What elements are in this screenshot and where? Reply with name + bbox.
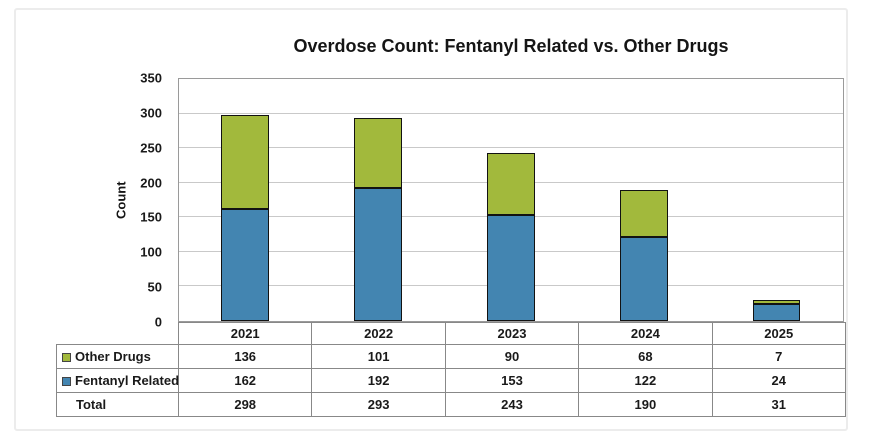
bar-segment-other-drugs-2023 bbox=[487, 153, 535, 216]
gridline bbox=[179, 147, 843, 149]
category-label: 2022 bbox=[311, 322, 446, 345]
bar-segment-other-drugs-2024 bbox=[619, 189, 668, 237]
plot-area bbox=[178, 78, 844, 322]
legend-key-fentanyl bbox=[62, 377, 71, 386]
y-tick-label: 300 bbox=[140, 105, 162, 121]
bar-segment-fentanyl-related-2024 bbox=[619, 236, 668, 321]
table-header-row: 2021 2022 2023 2024 2025 bbox=[57, 322, 846, 345]
y-tick-label: 350 bbox=[140, 70, 162, 86]
table-cell: 7 bbox=[711, 344, 846, 369]
y-tick-label: 0 bbox=[154, 314, 162, 330]
table-row-total: Total 298 293 243 190 31 bbox=[56, 392, 846, 417]
y-axis-labels: 0 50 100 150 200 250 300 350 bbox=[116, 72, 170, 329]
table-cell: 190 bbox=[578, 392, 713, 417]
legend-item-fentanyl-related: Fentanyl Related bbox=[56, 368, 180, 393]
table-corner-cell bbox=[57, 323, 179, 345]
table-cell: 122 bbox=[578, 368, 713, 393]
table-cell: 153 bbox=[444, 368, 580, 393]
bar-segment-fentanyl-related-2023 bbox=[487, 215, 535, 321]
category-label: 2021 bbox=[177, 322, 313, 345]
table-cell: 90 bbox=[444, 344, 580, 369]
bar-segment-fentanyl-related-2025 bbox=[752, 304, 801, 321]
y-tick-label: 250 bbox=[140, 140, 162, 156]
data-table: 2021 2022 2023 2024 2025 Other Drugs 136… bbox=[56, 322, 846, 417]
bar-segment-other-drugs-2025 bbox=[752, 299, 801, 305]
table-cell: 101 bbox=[311, 344, 446, 369]
y-tick-label: 150 bbox=[140, 209, 162, 225]
chart-frame: Overdose Count: Fentanyl Related vs. Oth… bbox=[14, 8, 848, 431]
table-cell: 192 bbox=[311, 368, 446, 393]
y-tick-label: 100 bbox=[140, 244, 162, 260]
series-label: Fentanyl Related bbox=[75, 373, 180, 388]
bar-segment-other-drugs-2022 bbox=[354, 118, 403, 189]
category-label: 2025 bbox=[711, 322, 846, 345]
bar-segment-other-drugs-2021 bbox=[221, 114, 270, 209]
table-row-other-drugs: Other Drugs 136 101 90 68 7 bbox=[56, 344, 846, 369]
y-tick-label: 200 bbox=[140, 175, 162, 191]
legend-item-other-drugs: Other Drugs bbox=[56, 344, 179, 369]
series-label: Other Drugs bbox=[75, 349, 151, 364]
table-cell: 24 bbox=[711, 368, 846, 393]
total-label: Total bbox=[56, 392, 179, 417]
table-cell: 162 bbox=[177, 368, 313, 393]
bar-segment-fentanyl-related-2021 bbox=[221, 209, 270, 321]
table-row-fentanyl-related: Fentanyl Related 162 192 153 122 24 bbox=[56, 368, 846, 393]
category-label: 2024 bbox=[578, 322, 713, 345]
bar-segment-fentanyl-related-2022 bbox=[354, 188, 403, 321]
table-cell: 31 bbox=[711, 392, 846, 417]
category-label: 2023 bbox=[444, 322, 580, 345]
y-tick-label: 50 bbox=[147, 279, 162, 295]
chart-title: Overdose Count: Fentanyl Related vs. Oth… bbox=[293, 36, 729, 56]
table-cell: 298 bbox=[177, 392, 313, 417]
legend-key-other-drugs bbox=[62, 353, 71, 362]
table-cell: 293 bbox=[311, 392, 446, 417]
gridline bbox=[179, 112, 843, 114]
table-cell: 243 bbox=[444, 392, 580, 417]
table-cell: 136 bbox=[177, 344, 313, 369]
table-cell: 68 bbox=[578, 344, 713, 369]
